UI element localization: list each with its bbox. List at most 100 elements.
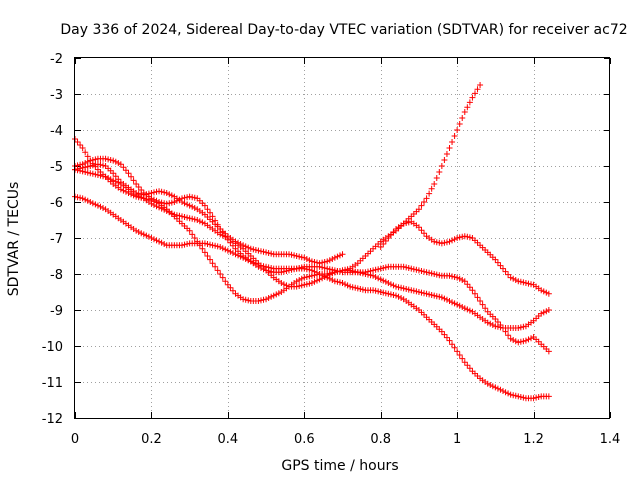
data-point-marker bbox=[286, 251, 292, 258]
data-point-marker bbox=[207, 209, 214, 216]
data-point-marker bbox=[319, 275, 326, 282]
data-point-marker bbox=[505, 390, 512, 397]
data-point-marker bbox=[520, 323, 527, 330]
data-point-marker bbox=[298, 264, 305, 271]
data-point-marker bbox=[405, 286, 412, 293]
y-axis-label: SDTVAR / TECUs bbox=[6, 182, 22, 297]
data-point-marker bbox=[148, 195, 155, 202]
data-point-marker bbox=[153, 197, 160, 204]
data-point-marker bbox=[492, 323, 499, 330]
data-point-marker bbox=[385, 235, 392, 241]
x-tick-label: 1.4 bbox=[600, 432, 621, 447]
data-point-marker bbox=[438, 294, 445, 301]
data-point-marker bbox=[156, 238, 163, 245]
data-point-marker bbox=[441, 239, 448, 246]
data-point-marker bbox=[179, 242, 185, 249]
data-point-marker bbox=[446, 238, 453, 245]
data-point-marker bbox=[265, 295, 272, 301]
data-point-marker bbox=[92, 201, 99, 208]
data-point-marker bbox=[79, 161, 86, 168]
data-point-marker bbox=[410, 266, 417, 273]
data-point-marker bbox=[204, 241, 211, 247]
data-point-marker bbox=[298, 282, 305, 289]
data-point-marker bbox=[296, 265, 303, 271]
data-point-marker bbox=[229, 250, 236, 256]
data-point-marker bbox=[252, 247, 259, 253]
data-point-marker bbox=[191, 194, 198, 201]
data-point-marker bbox=[168, 192, 175, 199]
data-point-marker bbox=[331, 278, 338, 285]
data-point-marker bbox=[400, 285, 407, 292]
data-point-marker bbox=[163, 208, 170, 214]
data-point-marker bbox=[138, 230, 145, 237]
data-point-marker bbox=[538, 287, 545, 294]
data-point-marker bbox=[494, 385, 501, 392]
data-point-marker bbox=[173, 197, 180, 204]
data-point-marker bbox=[186, 193, 193, 200]
data-point-marker bbox=[301, 281, 308, 288]
data-point-marker bbox=[150, 236, 157, 243]
data-point-marker bbox=[229, 287, 236, 294]
data-point-marker bbox=[117, 186, 124, 193]
data-point-marker bbox=[89, 170, 96, 177]
data-point-marker bbox=[184, 194, 191, 201]
data-point-marker bbox=[122, 167, 129, 174]
data-point-marker bbox=[273, 291, 280, 298]
data-point-marker bbox=[336, 268, 343, 274]
data-point-marker bbox=[117, 161, 124, 168]
data-point-marker bbox=[128, 173, 135, 180]
data-point-marker bbox=[94, 172, 101, 178]
data-point-marker bbox=[433, 239, 440, 246]
data-point-marker bbox=[293, 253, 300, 259]
data-point-marker bbox=[459, 115, 466, 121]
data-point-marker bbox=[270, 292, 277, 299]
data-point-marker bbox=[479, 301, 486, 308]
data-point-marker bbox=[168, 210, 175, 217]
data-point-marker bbox=[314, 277, 321, 284]
data-point-marker bbox=[161, 189, 168, 196]
data-point-marker bbox=[400, 263, 407, 270]
data-point-marker bbox=[201, 240, 208, 247]
data-point-marker bbox=[510, 337, 517, 343]
data-point-marker bbox=[372, 266, 379, 273]
data-point-marker bbox=[324, 272, 331, 279]
data-point-marker bbox=[115, 160, 122, 166]
data-point-marker bbox=[482, 305, 489, 312]
data-point-marker bbox=[464, 362, 471, 369]
data-point-marker bbox=[477, 298, 484, 304]
data-point-marker bbox=[257, 297, 264, 304]
data-point-marker bbox=[278, 269, 285, 276]
data-point-marker bbox=[517, 394, 524, 400]
data-point-marker bbox=[398, 284, 405, 291]
data-point-marker bbox=[461, 359, 468, 366]
data-point-marker bbox=[428, 292, 435, 298]
data-point-marker bbox=[500, 265, 506, 272]
x-tick-label: 1 bbox=[453, 432, 461, 447]
data-point-marker bbox=[316, 276, 323, 283]
data-point-marker bbox=[403, 286, 410, 292]
data-point-marker bbox=[214, 221, 221, 228]
data-point-marker bbox=[217, 244, 224, 250]
data-point-marker bbox=[97, 161, 104, 168]
data-point-marker bbox=[423, 269, 430, 276]
data-point-marker bbox=[466, 234, 473, 241]
grid-lines bbox=[75, 58, 610, 418]
data-point-marker bbox=[156, 188, 163, 195]
data-point-marker bbox=[112, 158, 119, 165]
data-point-marker bbox=[545, 348, 552, 355]
data-point-marker bbox=[201, 202, 208, 209]
data-point-marker bbox=[296, 253, 303, 260]
data-point-marker bbox=[207, 256, 214, 263]
data-point-marker bbox=[418, 202, 425, 209]
data-point-marker bbox=[306, 273, 313, 280]
data-point-marker bbox=[370, 267, 377, 274]
data-point-marker bbox=[130, 177, 137, 184]
series-track-2 bbox=[72, 193, 552, 402]
data-point-marker bbox=[209, 213, 216, 220]
data-point-marker bbox=[533, 394, 540, 401]
data-point-marker bbox=[115, 179, 122, 186]
data-point-marker bbox=[415, 289, 422, 295]
data-point-marker bbox=[181, 194, 188, 201]
data-point-marker bbox=[324, 258, 331, 265]
data-point-marker bbox=[426, 190, 433, 197]
